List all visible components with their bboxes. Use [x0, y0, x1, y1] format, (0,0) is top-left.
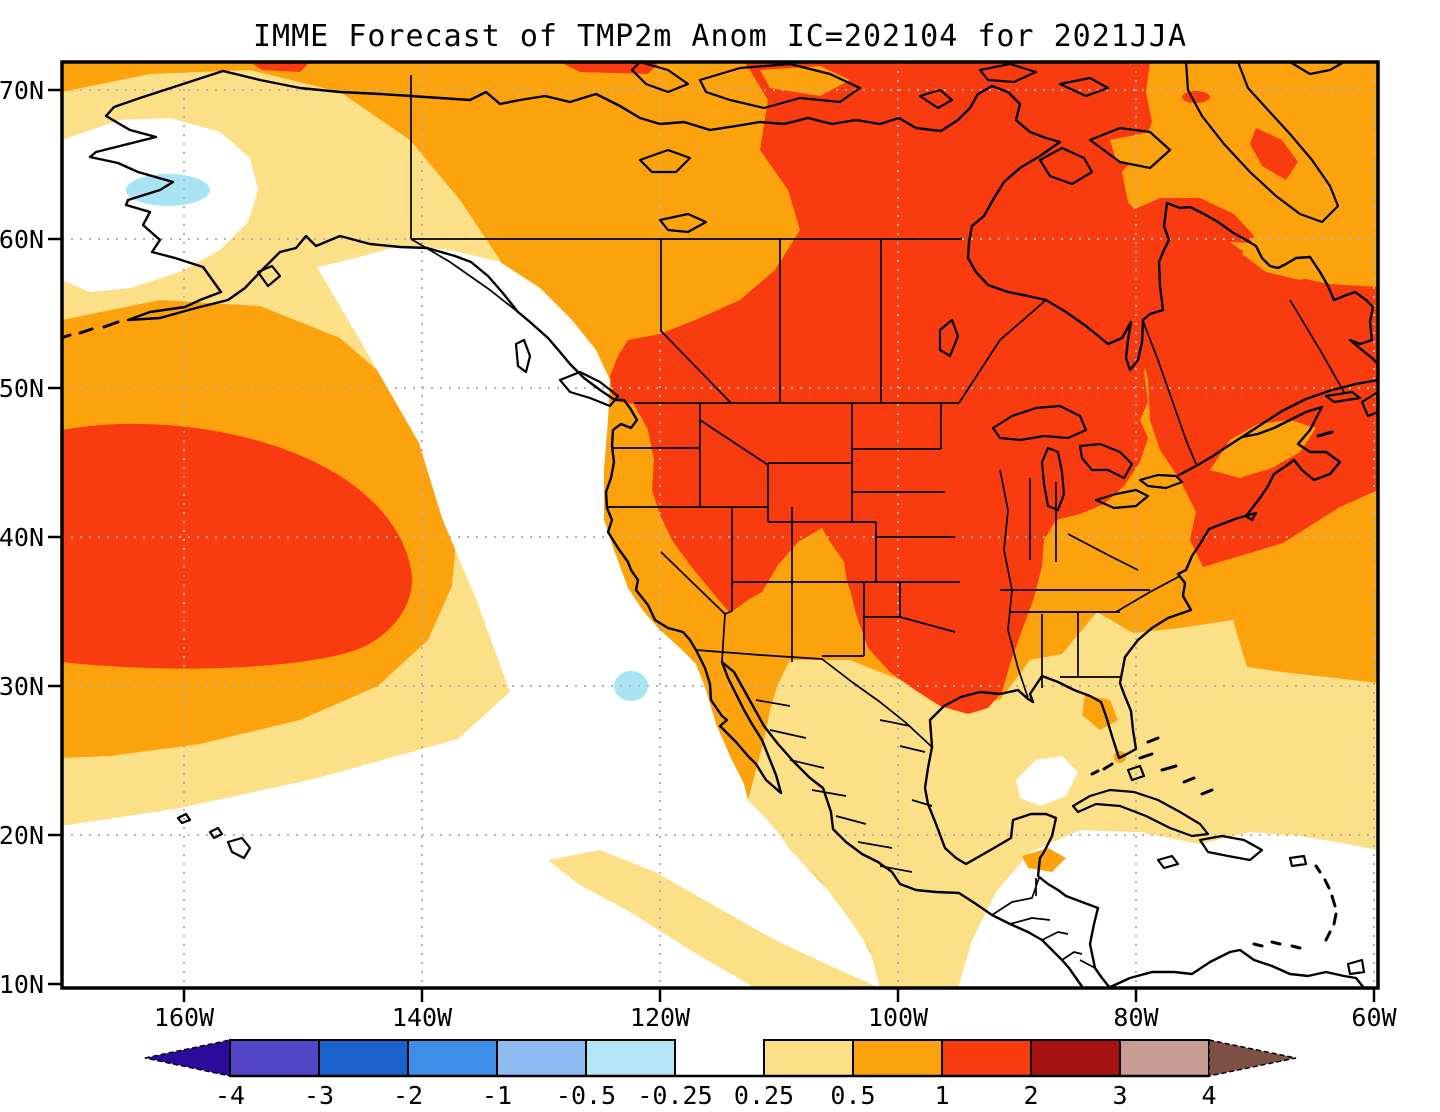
- colorbar: -4 -3 -2 -1 -0.5 -0.25 0.25 0.5 1 2 3 4: [144, 1039, 1297, 1110]
- colorbar-segment-1-2: [941, 1039, 1032, 1077]
- colorbar-segment-025-05: [763, 1039, 854, 1077]
- anomaly-region-north-pacific-red: [62, 423, 413, 669]
- lon-tick-label-60w: 60W: [1351, 1003, 1397, 1032]
- lon-tick-label-160w: 160W: [154, 1003, 215, 1032]
- anomaly-region-quebec-atlantic-red: [1124, 198, 1378, 567]
- colorbar-label-2: 2: [1023, 1081, 1038, 1110]
- colorbar-label-neg4: -4: [215, 1081, 245, 1110]
- colorbar-segment-3-4: [1119, 1039, 1210, 1077]
- colorbar-segment-2-3: [1030, 1039, 1121, 1077]
- lat-tick-label-50n: 50N: [0, 374, 44, 403]
- colorbar-label-neg3: -3: [304, 1081, 334, 1110]
- lakes-outlines: [638, 148, 1184, 512]
- colorbar-label-neg05: -0.5: [556, 1081, 616, 1110]
- anomaly-region-gulf-of-alaska-white: [62, 246, 880, 988]
- colorbar-segment-neg3-neg2: [318, 1039, 409, 1077]
- colorbar-segment-05-1: [852, 1039, 943, 1077]
- colorbar-segment-neg05-neg025: [585, 1039, 676, 1077]
- coastline-pacific-mexico: [88, 69, 1085, 990]
- anomaly-region-arctic-red-sliver-west: [250, 62, 310, 72]
- anomaly-region-gaspe-orange-pocket: [1210, 420, 1316, 478]
- lat-tick-label-70n: 70N: [0, 76, 44, 105]
- anomaly-region-arctic-red-sliver-mid: [560, 62, 660, 74]
- anomaly-region-bermuda-orange-dot: [1312, 648, 1322, 658]
- anomaly-region-southeast-yellow: [748, 612, 1378, 988]
- anomaly-region-foxe-orange-pocket: [1110, 132, 1168, 168]
- colorbar-right-arrow: [1208, 1039, 1297, 1077]
- lon-tick-label-80w: 80W: [1113, 1003, 1159, 1032]
- mexico-central-america-borders: [755, 699, 1096, 969]
- anomaly-region-gulf-white-pocket: [1016, 756, 1078, 806]
- anomaly-region-tropical-pacific-yellow-tongue: [548, 850, 880, 988]
- longitude-tick-marks: [182, 988, 1376, 1002]
- map-frame: [60, 60, 1380, 990]
- page-title: IMME Forecast of TMP2m Anom IC=202104 fo…: [253, 19, 1187, 54]
- lat-tick-label-10n: 10N: [0, 970, 44, 999]
- coastline-south-america: [1106, 948, 1366, 990]
- colorbar-label-3: 3: [1112, 1081, 1127, 1110]
- colorbar-left-arrow: [144, 1039, 231, 1077]
- coastlines: [88, 69, 1380, 990]
- lat-tick-label-20n: 20N: [0, 821, 44, 850]
- colorbar-segment-neg4-neg3: [229, 1039, 320, 1077]
- lon-tick-label-140w: 140W: [392, 1003, 453, 1032]
- islands-outlines: [176, 60, 1379, 976]
- anomaly-region-florida-orange-pocket: [1082, 695, 1118, 730]
- lat-tick-label-40n: 40N: [0, 523, 44, 552]
- anomaly-fill-regions: [62, 62, 1378, 988]
- coastline-mexico-gulf-yucatan-central-america: [923, 745, 1112, 990]
- lat-tick-label-60n: 60N: [0, 225, 44, 254]
- latitude-tick-marks: [48, 88, 62, 986]
- lat-tick-label-30n: 30N: [0, 672, 44, 701]
- island-chain-dashes: [62, 320, 1338, 950]
- anomaly-region-baffin-red-patch: [1250, 128, 1298, 180]
- anomaly-region-labrador-coast-orange-band: [1230, 242, 1378, 287]
- colorbar-label-05: 0.5: [830, 1081, 875, 1110]
- colorbar-label-1: 1: [934, 1081, 949, 1110]
- anomaly-region-south-caribbean-white: [958, 830, 1378, 988]
- lon-tick-label-100w: 100W: [868, 1003, 929, 1032]
- political-borders: [410, 75, 1345, 969]
- colorbar-segment-neg2-neg1: [407, 1039, 498, 1077]
- lon-tick-label-120w: 120W: [630, 1003, 691, 1032]
- anomaly-region-alaska-cool-spot: [126, 174, 210, 206]
- coastline-gulf-atlantic: [928, 405, 1342, 760]
- colorbar-label-neg025: -0.25: [637, 1081, 712, 1110]
- coastline-st-lawrence-north-shore: [1240, 378, 1380, 439]
- anomaly-region-baffin-red-speck: [1182, 91, 1210, 103]
- colorbar-segment-neg1-neg05: [496, 1039, 587, 1077]
- latitude-axis: 70N 60N 50N 40N 30N 20N 10N: [0, 76, 62, 999]
- us-state-borders: [607, 402, 1181, 748]
- colorbar-label-4: 4: [1201, 1081, 1216, 1110]
- colorbar-label-neg2: -2: [393, 1081, 423, 1110]
- colorbar-label-neg1: -1: [482, 1081, 512, 1110]
- colorbar-label-025: 0.25: [734, 1081, 794, 1110]
- anomaly-region-continental-red: [610, 62, 1162, 714]
- canada-borders: [410, 75, 1345, 465]
- anomaly-region-chiapas-orange-pocket: [1022, 848, 1066, 872]
- coastline-arctic-hudson-bay: [221, 69, 1380, 372]
- longitude-axis: 160W 140W 120W 100W 80W 60W: [154, 988, 1398, 1032]
